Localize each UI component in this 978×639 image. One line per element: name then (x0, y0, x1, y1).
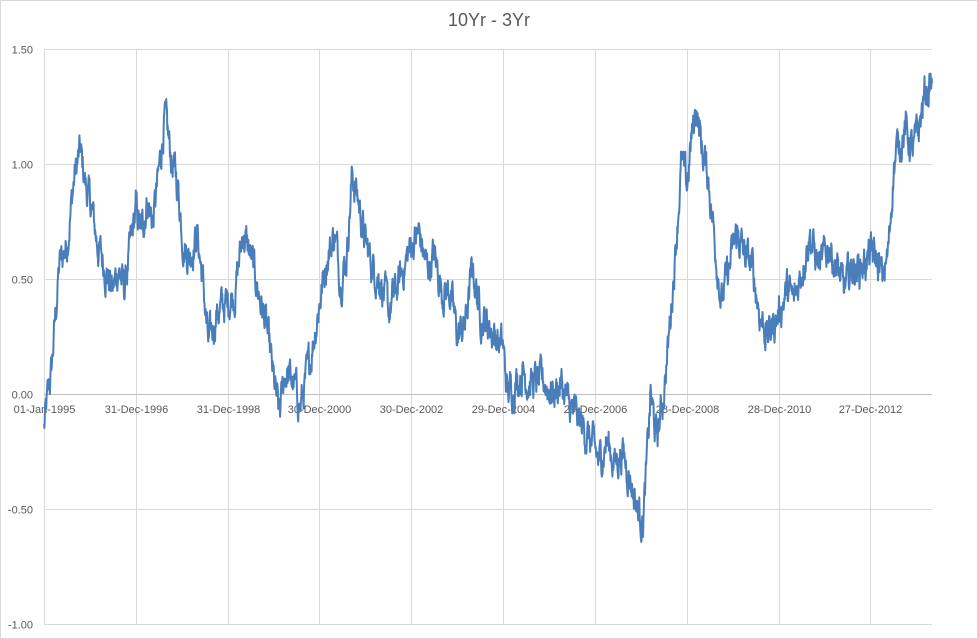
x-tick-label: 31-Dec-1996 (105, 404, 169, 416)
x-tick-label: 28-Dec-2010 (748, 404, 812, 416)
y-tick-label: 0.00 (12, 390, 33, 402)
gridlines (44, 49, 932, 625)
y-tick-label: -1.00 (8, 620, 33, 632)
y-tick-label: -0.50 (8, 505, 33, 517)
x-tick-label: 27-Dec-2012 (839, 404, 903, 416)
chart-title: 10Yr - 3Yr (447, 10, 531, 30)
x-tick-label: 31-Dec-1998 (197, 404, 261, 416)
series-line (43, 72, 933, 543)
x-tick-label: 29-Dec-2004 (472, 404, 536, 416)
y-tick-label: 0.50 (12, 275, 33, 287)
y-tick-label: 1.00 (12, 160, 33, 172)
x-axis-labels: 01-Jan-1995 31-Dec-1996 31-Dec-1998 30-Dec-… (14, 404, 903, 416)
x-tick-label: 30-Dec-2002 (380, 404, 444, 416)
series-layer (43, 72, 933, 543)
x-tick-label: 28-Dec-2008 (656, 404, 720, 416)
y-axis-labels: 1.50 1.00 0.50 0.00 -0.50 -1.00 (8, 45, 33, 632)
y-tick-label: 1.50 (12, 45, 33, 57)
